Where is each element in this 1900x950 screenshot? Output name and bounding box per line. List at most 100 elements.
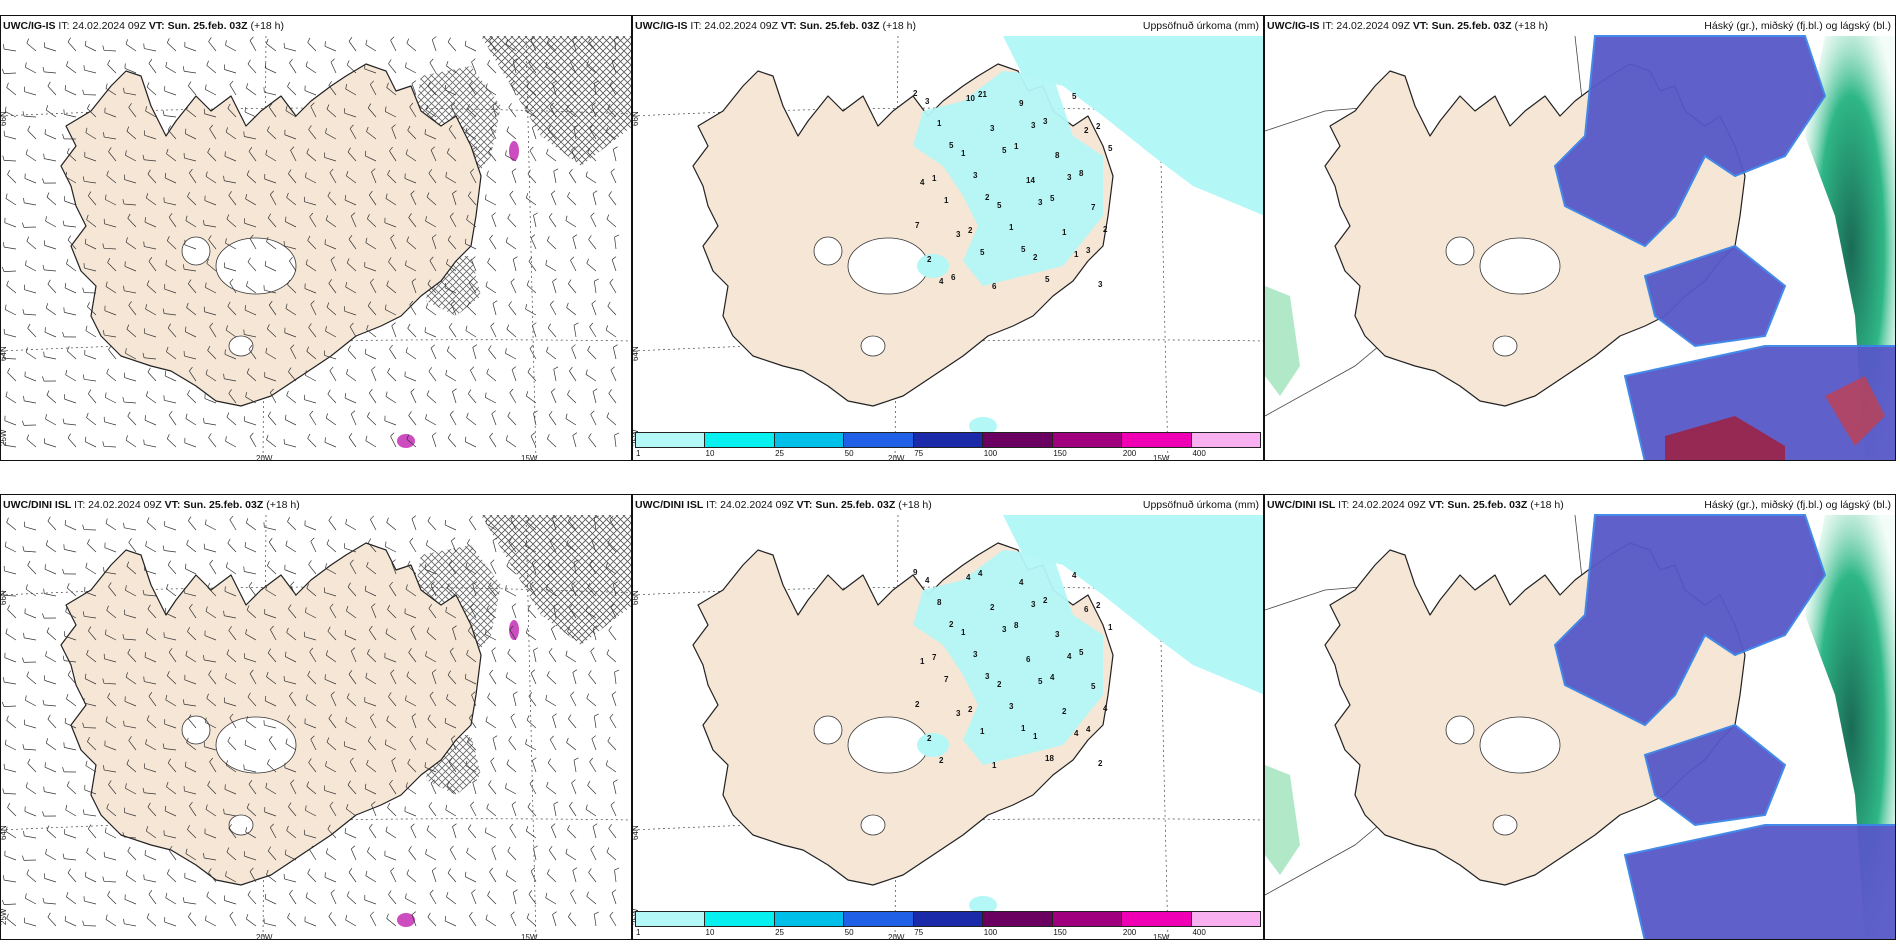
wind-barb [551, 388, 557, 404]
wind-barb [289, 691, 297, 707]
wind-barb [268, 735, 277, 751]
wind-barb [586, 693, 597, 707]
wind-barb [102, 243, 117, 250]
wind-barb [44, 240, 57, 250]
wind-barb [146, 715, 157, 729]
wind-barb [525, 106, 537, 118]
wind-barb [330, 256, 337, 272]
wind-barb [228, 389, 237, 404]
wind-barb [506, 324, 517, 338]
wind-barb [288, 367, 297, 382]
wind-barb [103, 132, 117, 140]
wind-barb [446, 148, 457, 162]
wind-barb [247, 692, 257, 707]
wind-barb [306, 583, 317, 597]
wind-barb [384, 652, 397, 663]
wind-barb [124, 696, 137, 707]
wind-barb [26, 671, 37, 685]
glacier [228, 335, 254, 357]
wind-barb [146, 517, 157, 531]
wind-barb [546, 671, 557, 685]
wind-barb [371, 603, 377, 619]
glacier [860, 814, 886, 836]
cloud-map [1265, 514, 1895, 939]
wind-barb [447, 868, 457, 883]
wind-barb [225, 673, 237, 685]
wind-barb [408, 846, 417, 861]
wind-barb [290, 344, 297, 360]
wind-barb [324, 152, 337, 162]
wind-barb [549, 537, 557, 553]
wind-barb [125, 783, 137, 795]
wind-barb [452, 388, 457, 404]
wind-barb [87, 626, 97, 641]
model-name: UWC/DINI ISL [635, 499, 704, 511]
wind-barb [187, 824, 197, 839]
wind-barb [388, 257, 397, 272]
wind-barb [444, 282, 457, 294]
wind-barb [407, 560, 417, 575]
wind-barb [425, 738, 437, 751]
wind-barb [585, 369, 597, 382]
wind-barb [350, 410, 357, 426]
wind-barb [405, 149, 417, 162]
wind-barb [47, 714, 57, 729]
wind-barb [86, 649, 97, 663]
precip-value: 2 [968, 226, 973, 235]
wind-barb [144, 217, 157, 228]
lat-label: 25W [1, 908, 8, 925]
wind-barb [106, 170, 117, 184]
wind-barb [204, 630, 217, 641]
wind-barb [364, 783, 377, 795]
wind-barb [607, 736, 617, 751]
wind-barb [469, 911, 477, 927]
precip-value: 1 [992, 761, 997, 770]
glacier [1479, 237, 1561, 295]
wind-barb [305, 61, 317, 74]
wind-barb [545, 61, 557, 74]
wind-barb [104, 194, 117, 206]
wind-barb [107, 692, 117, 707]
wind-barb [330, 691, 337, 707]
wind-barb [367, 847, 377, 861]
wind-barb [370, 515, 377, 531]
wind-barb [545, 259, 557, 272]
wind-barb [447, 37, 457, 52]
wind-barb [224, 349, 237, 360]
wind-barb [450, 735, 457, 751]
wind-barb [425, 105, 437, 118]
wind-barb [344, 741, 357, 751]
precip-value: 3 [1043, 117, 1048, 126]
wind-barb [468, 191, 477, 206]
wind-barb [485, 914, 497, 927]
wind-barb [408, 648, 417, 663]
wind-barb [62, 220, 77, 228]
wind-barb [3, 875, 17, 883]
precip-area [1003, 515, 1263, 695]
wind-barb [247, 59, 257, 74]
wind-barb [448, 559, 457, 575]
wind-barb [510, 713, 517, 729]
wind-barb [248, 582, 257, 597]
wind-barb [447, 670, 457, 685]
wind-barb [124, 174, 137, 184]
init-time: IT: 24.02.2024 09Z [74, 499, 162, 511]
precip-value: 1 [937, 119, 942, 128]
wind-barb [65, 171, 77, 184]
wind-barb [487, 257, 497, 272]
wind-barb [305, 892, 317, 905]
wind-barb [508, 538, 517, 553]
wind-barb [3, 677, 17, 685]
legend-tick: 150 [1053, 928, 1067, 937]
wind-barb [145, 541, 157, 553]
wind-barb [344, 195, 357, 206]
wind-barb [345, 83, 357, 96]
wind-barb [165, 694, 177, 707]
wind-barb [23, 632, 37, 641]
wind-barb [227, 538, 237, 553]
wind-barb [263, 522, 277, 531]
wind-barb [587, 147, 597, 162]
wind-barb [106, 605, 117, 619]
wind-barb [488, 147, 497, 162]
wind-barb [472, 344, 478, 360]
